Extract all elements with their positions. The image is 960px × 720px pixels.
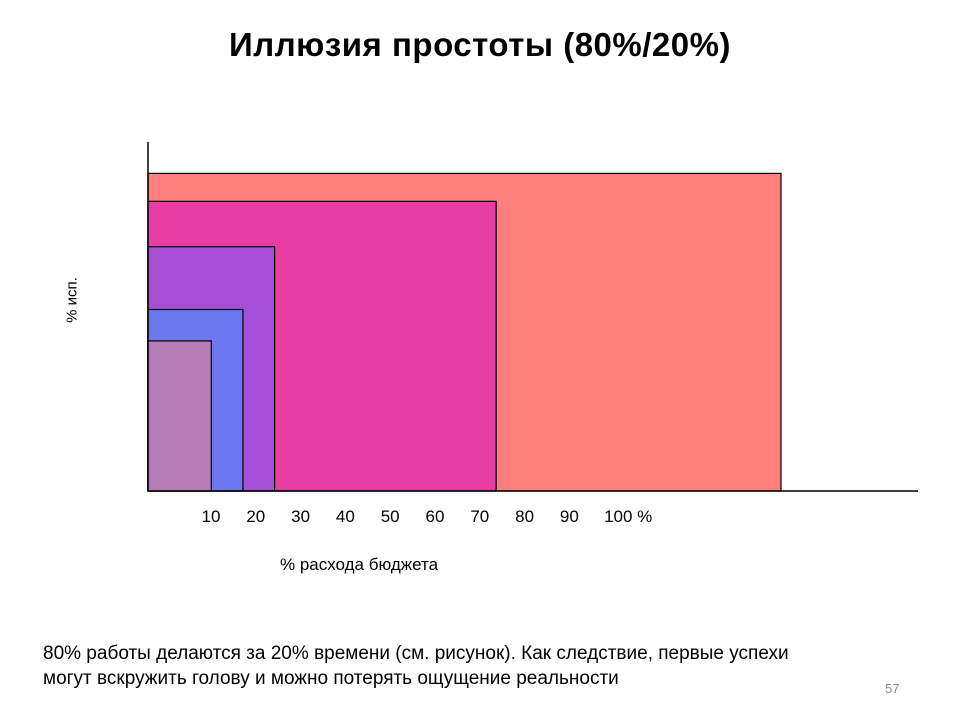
x-tick-label: 10 [201,507,221,526]
note-line-2: могут вскружить голову и можно потерять … [43,668,619,689]
x-tick-label: 40 [335,507,355,526]
slide-note: 80% работы делаются за 20% времени (см. … [43,641,903,691]
x-tick-label: 90 [559,507,579,526]
x-tick-label: 70 [470,507,490,526]
slide-title: Иллюзия простоты (80%/20%) [229,26,731,63]
note-line-1: 80% работы делаются за 20% времени (см. … [43,643,789,664]
x-axis-label: % расхода бюджета [280,555,439,574]
x-tick-label: 60 [425,507,445,526]
x-tick-label: 80 [515,507,535,526]
x-tick-label: 100 % [604,507,653,526]
x-axis-ticks: 10 20 30 40 50 60 70 80 90 100 % [0,507,960,529]
chart-rectangles [147,172,782,492]
page-number: 57 [885,681,900,696]
x-tick-label: 30 [291,507,311,526]
chart-rect-5 [147,340,212,492]
x-tick-label: 20 [246,507,266,526]
x-tick-label: 50 [380,507,400,526]
